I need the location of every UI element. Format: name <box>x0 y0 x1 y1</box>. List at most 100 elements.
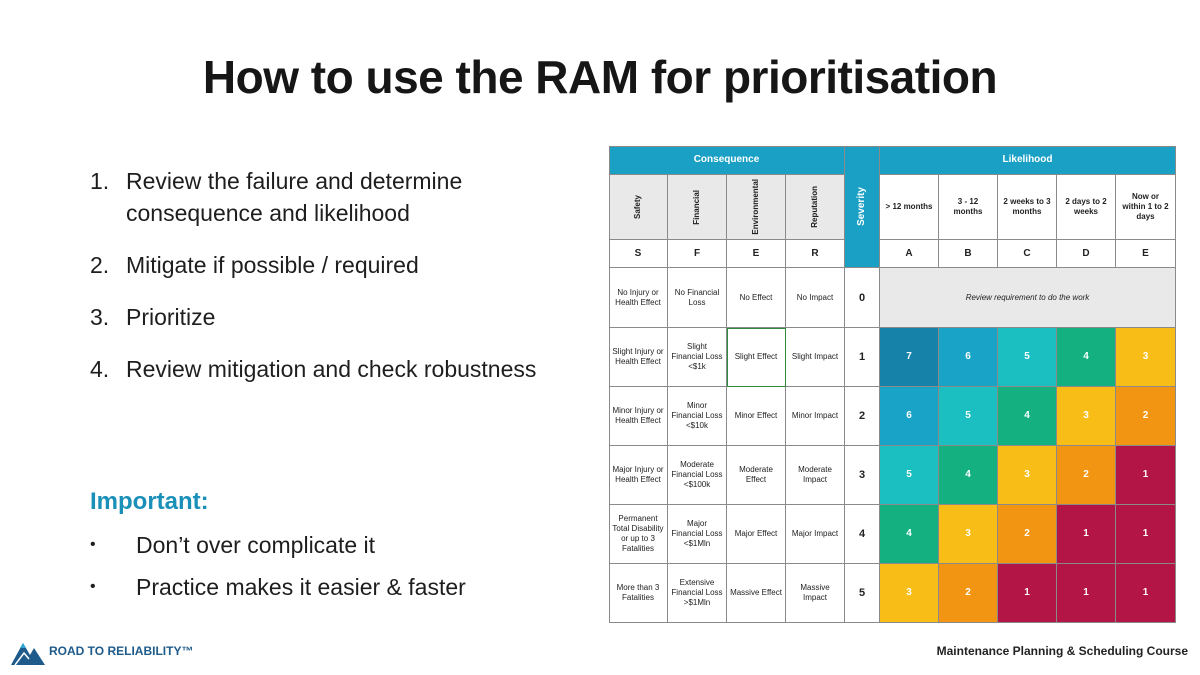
consequence-cell-safety: More than 3 Fatalities <box>609 564 668 623</box>
consequence-cell-financial-text: Major Financial Loss <$1Mln <box>671 519 723 548</box>
consequence-cell-reputation: Massive Impact <box>786 564 845 623</box>
important-bullets: • Don’t over complicate it • Practice make… <box>90 530 466 614</box>
likelihood-letter: E <box>1116 240 1176 268</box>
consequence-cell-financial: Moderate Financial Loss <$100k <box>668 446 727 505</box>
likelihood-letter-text: D <box>1082 247 1090 259</box>
severity-level: 0 <box>845 268 880 328</box>
likelihood-col-label-text: 2 days to 2 weeks <box>1065 197 1107 216</box>
bullet-item: • Practice makes it easier & faster <box>90 572 466 602</box>
consequence-cell-environmental: Slight Effect <box>727 328 786 387</box>
priority-rank-cell: 1 <box>1116 564 1176 623</box>
consequence-cell-reputation-text: Major Impact <box>791 529 839 538</box>
step-number: 3. <box>90 304 110 330</box>
priority-rank-cell: 1 <box>1057 564 1116 623</box>
likelihood-header: Likelihood <box>880 146 1176 175</box>
likelihood-letter: D <box>1057 240 1116 268</box>
consequence-col-reputation: Reputation <box>786 175 845 240</box>
consequence-cell-safety-text: No Injury or Health Effect <box>615 287 661 307</box>
priority-rank-cell: 6 <box>880 387 939 446</box>
consequence-col-environmental-text: Environmental <box>751 179 760 235</box>
mountain-logo-icon <box>11 643 45 665</box>
consequence-cell-reputation-text: No Impact <box>796 292 834 302</box>
consequence-cell-financial: Major Financial Loss <$1Mln <box>668 505 727 564</box>
priority-rank-cell-text: 5 <box>1024 351 1030 362</box>
consequence-cell-financial-text: No Financial Loss <box>674 287 720 307</box>
consequence-cell-reputation: Slight Impact <box>786 328 845 387</box>
priority-rank-cell: 4 <box>880 505 939 564</box>
consequence-cell-financial-text: Minor Financial Loss <$10k <box>671 401 723 430</box>
likelihood-col-label-text: > 12 months <box>885 202 933 211</box>
consequence-letter-financial-text: F <box>693 247 701 259</box>
consequence-col-safety: Safety <box>609 175 668 240</box>
severity-level-text: 0 <box>858 291 866 304</box>
consequence-letter-safety-text: S <box>634 247 642 259</box>
severity-level-text: 1 <box>858 351 866 363</box>
priority-rank-cell-text: 2 <box>965 587 971 598</box>
priority-rank-cell-text: 2 <box>1024 528 1030 539</box>
consequence-cell-reputation: Moderate Impact <box>786 446 845 505</box>
priority-rank-cell-text: 4 <box>1024 410 1030 421</box>
consequence-cell-financial: Minor Financial Loss <$10k <box>668 387 727 446</box>
consequence-cell-environmental-text: Minor Effect <box>734 411 778 420</box>
priority-rank-cell-text: 5 <box>906 469 912 480</box>
priority-rank-cell-text: 1 <box>1142 469 1149 480</box>
consequence-cell-environmental: Minor Effect <box>727 387 786 446</box>
consequence-cell-environmental-text: Major Effect <box>734 529 778 538</box>
priority-rank-cell-text: 4 <box>906 528 912 539</box>
consequence-cell-safety: Major Injury or Health Effect <box>609 446 668 505</box>
review-note: Review requirement to do the work <box>880 268 1176 328</box>
course-name: Maintenance Planning & Scheduling Course <box>936 644 1188 658</box>
priority-rank-cell: 3 <box>998 446 1057 505</box>
priority-rank-cell: 1 <box>1116 446 1176 505</box>
consequence-cell-environmental-text: Slight Effect <box>734 352 778 361</box>
risk-assessment-matrix: Consequence Severity Likelihood Safety S Fina… <box>609 146 1176 623</box>
consequence-cell-reputation-text: Minor Impact <box>791 411 839 420</box>
priority-rank-cell: 7 <box>880 328 939 387</box>
consequence-letter-reputation-text: R <box>811 247 819 259</box>
likelihood-col-label: 2 days to 2 weeks <box>1057 175 1116 240</box>
consequence-header: Consequence <box>609 146 845 175</box>
step-item: 4. Review mitigation and check robustness <box>90 353 560 385</box>
consequence-cell-reputation-text: Massive Impact <box>800 583 830 602</box>
consequence-cell-safety-text: Minor Injury or Health Effect <box>612 406 664 425</box>
severity-level-text: 3 <box>858 469 866 481</box>
likelihood-letter-text: E <box>1142 247 1149 259</box>
likelihood-col-label: > 12 months <box>880 175 939 240</box>
priority-rank-cell-text: 1 <box>1142 528 1149 539</box>
priority-rank-cell-text: 6 <box>906 410 912 421</box>
priority-rank-cell-text: 3 <box>1142 351 1149 362</box>
priority-rank-cell: 2 <box>998 505 1057 564</box>
consequence-col-financial: Financial <box>668 175 727 240</box>
consequence-cell-environmental: Major Effect <box>727 505 786 564</box>
severity-level-text: 2 <box>858 410 866 422</box>
consequence-cell-safety-text: Major Injury or Health Effect <box>612 465 664 484</box>
priority-rank-cell-text: 3 <box>1024 469 1030 480</box>
priority-rank-cell: 1 <box>998 564 1057 623</box>
priority-rank-cell: 3 <box>880 564 939 623</box>
severity-level: 1 <box>845 328 880 387</box>
likelihood-col-label-text: Now or within 1 to 2 days <box>1122 192 1169 221</box>
bullet-item: • Don’t over complicate it <box>90 530 466 560</box>
step-item: 3. Prioritize <box>90 301 560 333</box>
consequence-cell-safety-text: Slight Injury or Health Effect <box>612 347 664 366</box>
consequence-cell-financial: Slight Financial Loss <$1k <box>668 328 727 387</box>
likelihood-letter-text: B <box>964 247 972 259</box>
important-heading: Important: <box>90 488 209 515</box>
likelihood-letter-text: C <box>1023 247 1031 259</box>
step-text: Review mitigation and check robustness <box>126 356 537 382</box>
priority-rank-cell: 2 <box>1057 446 1116 505</box>
consequence-letter-environmental-text: E <box>752 247 760 259</box>
brand-logo: ROAD TO RELIABILITY™ <box>11 637 193 665</box>
severity-header-text: Severity <box>856 187 867 226</box>
consequence-cell-reputation: No Impact <box>786 268 845 328</box>
priority-rank-cell-text: 7 <box>906 351 912 362</box>
brand-name: ROAD TO RELIABILITY™ <box>49 644 194 658</box>
priority-rank-cell: 5 <box>998 328 1057 387</box>
likelihood-col-label: 2 weeks to 3 months <box>998 175 1057 240</box>
severity-level: 5 <box>845 564 880 623</box>
priority-rank-cell: 2 <box>939 564 998 623</box>
priority-rank-cell-text: 4 <box>965 469 971 480</box>
priority-rank-cell-text: 3 <box>965 528 971 539</box>
severity-level: 3 <box>845 446 880 505</box>
likelihood-letter-text: A <box>905 247 913 259</box>
